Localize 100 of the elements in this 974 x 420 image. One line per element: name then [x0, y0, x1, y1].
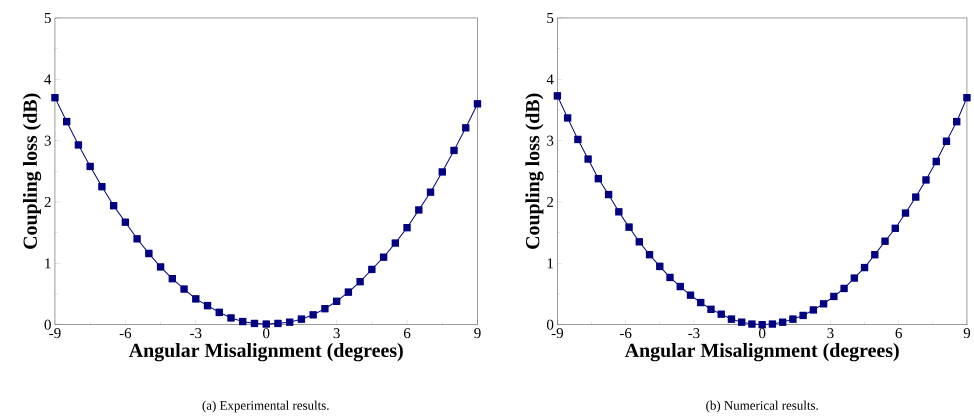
- point: [227, 314, 235, 322]
- point: [204, 302, 212, 310]
- point: [676, 283, 684, 291]
- point: [239, 318, 246, 326]
- point: [574, 136, 582, 144]
- point: [192, 295, 200, 303]
- point: [564, 114, 572, 122]
- point: [932, 158, 940, 166]
- point: [656, 262, 664, 270]
- point: [625, 224, 633, 232]
- y-axis-title: Coupling loss (dB): [525, 94, 544, 250]
- point: [438, 168, 446, 176]
- point: [274, 320, 282, 328]
- point: [830, 292, 838, 300]
- point: [380, 254, 388, 262]
- x-tick-label: -3: [190, 328, 202, 338]
- point: [98, 183, 106, 191]
- point: [953, 118, 960, 126]
- point: [62, 118, 70, 126]
- point: [168, 275, 176, 283]
- point: [156, 264, 164, 271]
- point: [462, 124, 470, 132]
- x-tick-label: -9: [552, 328, 563, 338]
- x-tick-label: -6: [120, 328, 132, 338]
- point: [615, 208, 623, 216]
- point: [584, 156, 592, 163]
- x-tick-label: 9: [474, 328, 481, 338]
- y-axis-title: Coupling loss (dB): [22, 94, 42, 250]
- point: [728, 316, 736, 324]
- point: [748, 320, 756, 328]
- x-axis-title: Angular Misalignment (degrees): [624, 343, 899, 362]
- y-tick-label: 5: [547, 13, 554, 24]
- point: [286, 318, 294, 326]
- x-tick-label: 0: [759, 328, 766, 338]
- point: [309, 311, 317, 319]
- point: [262, 320, 270, 328]
- point: [666, 274, 674, 282]
- point: [356, 278, 364, 286]
- x-tick-label: 3: [827, 328, 834, 338]
- point: [850, 274, 858, 282]
- text: (a) Experimental results.: [202, 400, 329, 413]
- point: [799, 312, 807, 320]
- y-tick-label: 4: [546, 74, 554, 84]
- point: [332, 298, 340, 306]
- point: [392, 240, 400, 247]
- x-tick-label: -6: [620, 328, 632, 338]
- point: [636, 238, 643, 246]
- point: [122, 218, 130, 226]
- point: [778, 318, 786, 326]
- point: [74, 141, 82, 149]
- y-tick-label: 4: [44, 74, 52, 84]
- y-tick-label: 1: [548, 258, 553, 268]
- point: [942, 138, 950, 146]
- point: [86, 162, 94, 170]
- point: [686, 292, 694, 300]
- point: [133, 235, 141, 243]
- x-tick-label: 9: [964, 328, 970, 338]
- point: [450, 146, 458, 154]
- point: [594, 175, 602, 183]
- point: [646, 251, 654, 259]
- point: [180, 286, 188, 293]
- point: [403, 224, 411, 232]
- point: [321, 305, 329, 313]
- point: [145, 250, 153, 258]
- point: [871, 251, 878, 259]
- point: [912, 194, 920, 201]
- x-tick-label: 0: [263, 328, 270, 338]
- y-tick-label: 3: [44, 136, 51, 146]
- point: [51, 94, 59, 102]
- y-tick-label: 0: [546, 320, 554, 330]
- point: [707, 306, 715, 314]
- point: [768, 320, 776, 328]
- point: [860, 264, 868, 272]
- x-axis-title: Angular Misalignment (degrees): [128, 343, 403, 362]
- y-tick-label: 2: [44, 197, 51, 208]
- x-tick-label: 6: [896, 328, 902, 338]
- point: [902, 210, 910, 217]
- point: [415, 206, 422, 214]
- point: [820, 300, 828, 308]
- point: [697, 299, 704, 306]
- point: [110, 202, 118, 210]
- x-tick-label: -3: [688, 328, 700, 338]
- x-tick-label: 3: [334, 328, 340, 338]
- point: [922, 176, 930, 184]
- point: [718, 310, 725, 318]
- point: [892, 224, 899, 232]
- y-tick-label: 3: [547, 136, 554, 146]
- point: [216, 308, 223, 316]
- point: [298, 316, 306, 324]
- y-tick-label: 2: [547, 197, 554, 208]
- point: [368, 266, 376, 274]
- y-tick-label: 0: [44, 320, 51, 330]
- y-tick-label: 1: [45, 258, 51, 268]
- point: [250, 320, 258, 328]
- point: [344, 288, 352, 296]
- point: [738, 318, 746, 326]
- point: [881, 238, 889, 246]
- point: [789, 316, 797, 324]
- x-tick-label: -9: [49, 328, 61, 338]
- point: [963, 94, 971, 102]
